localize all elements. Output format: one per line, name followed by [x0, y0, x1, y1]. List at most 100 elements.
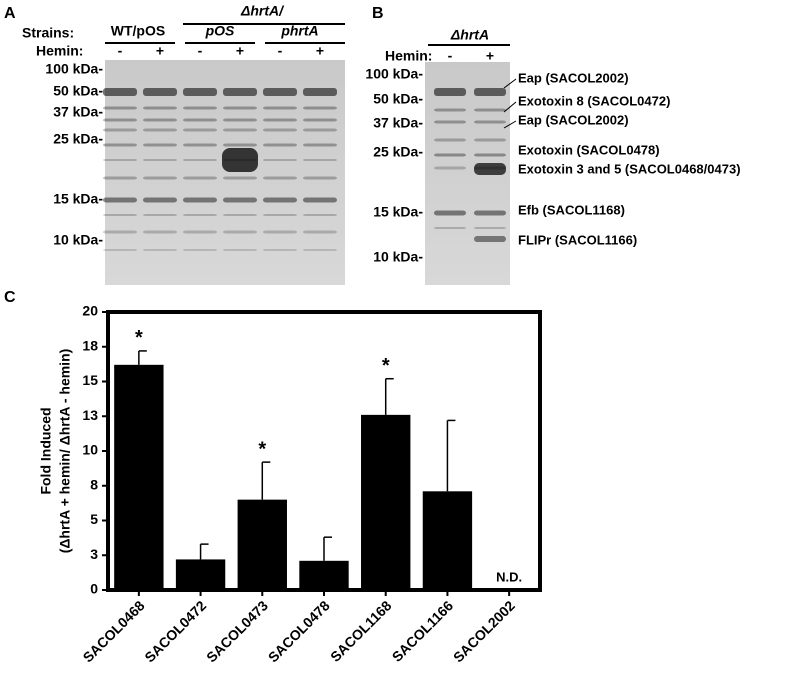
gel-band: [183, 88, 217, 96]
gel-band: [474, 153, 506, 157]
gel-band: [183, 214, 217, 216]
y-tick-label: 20: [82, 303, 98, 319]
mw-marker: 15 kDa-: [373, 204, 423, 220]
gel-band: [263, 176, 297, 180]
gel-band: [143, 159, 177, 161]
gel-band: [143, 176, 177, 180]
gel-band: [223, 88, 257, 96]
significance: *: [382, 355, 390, 377]
y-axis-label: (ΔhrtA + hemin/ ΔhrtA - hemin): [57, 349, 73, 554]
gel-band: [223, 214, 257, 216]
gel-band: [263, 88, 297, 96]
gel-band: [143, 230, 177, 234]
strain: ΔhrtA/: [240, 3, 285, 19]
pointer: [503, 101, 517, 113]
gel-band: [434, 120, 466, 124]
hemin-label: Hemin:: [385, 48, 432, 64]
gel-band: [103, 106, 137, 110]
gel-band: [183, 249, 217, 251]
bar: [114, 364, 164, 590]
mw-marker: 50 kDa-: [53, 83, 103, 99]
gel-band: [263, 128, 297, 132]
gel-band: [183, 128, 217, 132]
y-tick-label: 0: [90, 581, 98, 597]
bar: [237, 499, 287, 590]
gel-band: [223, 249, 257, 251]
hemin-sign: -: [198, 43, 203, 59]
gel-band: [474, 210, 506, 216]
mw-marker: 37 kDa-: [53, 104, 103, 120]
gel-band: [143, 214, 177, 216]
x-tick-label: SACOL0473: [203, 597, 271, 665]
gel-band: [303, 128, 337, 132]
mw-marker: 50 kDa-: [373, 91, 423, 107]
y-tick-label: 8: [90, 476, 98, 492]
gel-band: [434, 210, 466, 216]
gel-band: [143, 143, 177, 147]
strain: ΔhrtA: [450, 27, 489, 43]
gel-band: [103, 118, 137, 122]
gel-band: [103, 230, 137, 234]
gel-band: [303, 106, 337, 110]
gel-band: [143, 88, 177, 96]
gel-band: [222, 148, 258, 172]
gel-band: [103, 214, 137, 216]
gel-band: [103, 249, 137, 251]
gel-band: [263, 118, 297, 122]
gel-band: [474, 163, 506, 175]
panel-letter: B: [372, 5, 384, 22]
bar: [361, 414, 411, 590]
gel-band: [143, 128, 177, 132]
mw-marker: 37 kDa-: [373, 115, 423, 131]
x-tick-label: SACOL0472: [141, 597, 209, 665]
gel-band: [263, 106, 297, 110]
gel-band: [303, 88, 337, 96]
bar: [422, 491, 473, 590]
gel-band: [143, 118, 177, 122]
gel-band: [263, 197, 297, 203]
hemin-sign: +: [156, 43, 164, 59]
value-label: N.D.: [496, 569, 522, 584]
gel-band: [434, 88, 466, 96]
gel-band: [223, 128, 257, 132]
protein-label: Exotoxin 8 (SACOL0472): [518, 93, 670, 108]
gel-band: [263, 249, 297, 251]
gel-band: [303, 159, 337, 161]
hemin-sign: +: [316, 43, 324, 59]
y-tick-label: 10: [82, 442, 98, 458]
protein-label: FLIPr (SACOL1166): [518, 232, 637, 247]
y-tick-label: 5: [90, 511, 98, 527]
y-tick-label: 13: [82, 407, 98, 423]
protein-label: Eap (SACOL2002): [518, 70, 629, 85]
gel-band: [474, 108, 506, 112]
gel-band: [223, 176, 257, 180]
gel-band: [103, 176, 137, 180]
protein-label: Eap (SACOL2002): [518, 112, 629, 127]
gel-band: [103, 143, 137, 147]
y-tick-label: 3: [90, 546, 98, 562]
gel-band: [434, 108, 466, 112]
pointer: [503, 78, 517, 89]
gel-band: [183, 106, 217, 110]
pointer: [503, 120, 517, 129]
gel-band: [183, 197, 217, 203]
gel-band: [143, 106, 177, 110]
gel-band: [303, 176, 337, 180]
gel-band: [143, 249, 177, 251]
gel-band: [474, 227, 506, 229]
gel-band: [434, 166, 466, 170]
bar: [175, 559, 226, 590]
strain: pOS: [205, 23, 235, 39]
x-tick-label: SACOL0478: [265, 597, 333, 665]
x-tick-label: SACOL0468: [80, 597, 148, 665]
bar-chart: 0 3 5 8 10 13 15 18 20 Fold Induced (ΔhrtA + hemin…: [38, 303, 542, 665]
gel: [105, 60, 345, 285]
strain: WT/pOS: [111, 23, 165, 39]
hemin-sign: +: [486, 48, 494, 64]
gel-band: [263, 230, 297, 234]
gel-band: [183, 143, 217, 147]
protein-label: Exotoxin 3 and 5 (SACOL0468/0473): [518, 161, 741, 176]
gel-band: [434, 227, 466, 229]
gel-band: [303, 214, 337, 216]
